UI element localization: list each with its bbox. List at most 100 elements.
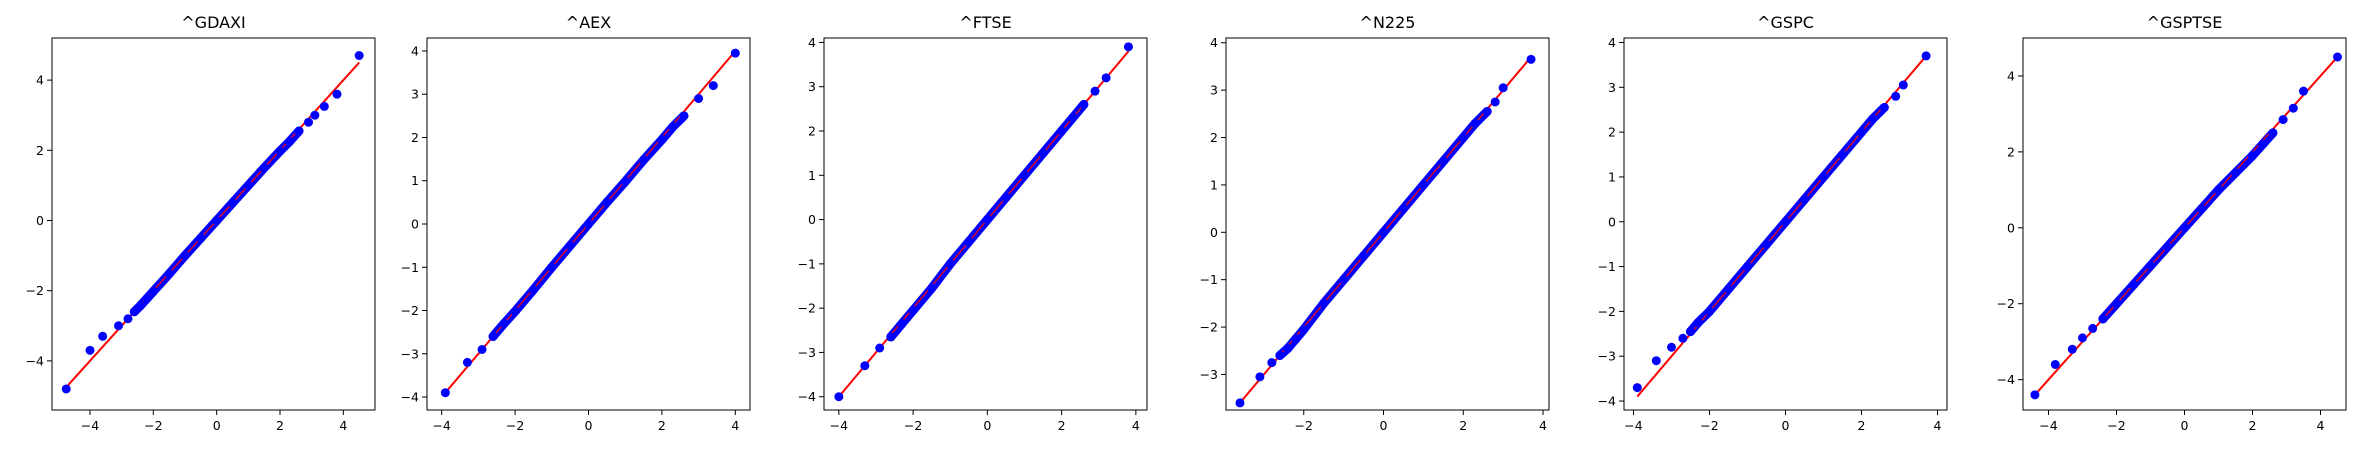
qq-panel: −4 −2 0 2 4 −4 −3 −2 −1 0 1 2 3 4 ^GSPC <box>1598 13 1948 433</box>
y-tick-label: −4 <box>401 390 419 405</box>
data-point <box>547 262 557 272</box>
data-point <box>565 241 575 251</box>
y-tick-label: −4 <box>798 389 816 404</box>
y-tick-label: 4 <box>808 35 816 50</box>
y-tick-label: −4 <box>1997 372 2015 387</box>
data-point <box>1705 306 1714 316</box>
y-tick-label: 0 <box>36 213 44 228</box>
data-point <box>1057 126 1067 136</box>
data-point <box>2050 359 2060 369</box>
data-point <box>1482 106 1492 116</box>
y-tick-label: 0 <box>2007 220 2015 235</box>
data-point <box>1470 118 1480 128</box>
data-point <box>136 300 146 310</box>
data-point <box>2248 151 2257 161</box>
y-tick-label: 3 <box>1210 83 1218 98</box>
x-tick-label: −2 <box>1700 418 1718 433</box>
y-tick-label: 4 <box>1608 35 1616 50</box>
data-point <box>1359 251 1369 261</box>
y-tick-label: 2 <box>2007 144 2015 159</box>
y-tick-label: 4 <box>2007 68 2015 83</box>
data-point <box>1283 343 1293 353</box>
data-point <box>2278 115 2288 125</box>
data-point <box>2299 86 2308 96</box>
data-point <box>2268 128 2278 138</box>
y-tick-label: 0 <box>1608 214 1616 229</box>
data-point <box>1891 91 1901 101</box>
data-point <box>180 251 190 261</box>
data-point <box>2088 323 2098 333</box>
qq-panel: −4 −2 0 2 4 −4 −3 −2 −1 0 1 2 3 4 ^FTSE <box>798 13 1148 433</box>
data-point <box>1857 127 1866 137</box>
y-tick-label: −2 <box>1598 304 1616 319</box>
y-tick-label: 4 <box>1210 35 1218 50</box>
data-point <box>1724 284 1733 294</box>
data-point <box>1678 333 1688 343</box>
x-tick-label: 0 <box>585 418 593 433</box>
x-tick-label: −4 <box>432 418 450 433</box>
x-tick-label: 2 <box>2249 418 2257 433</box>
y-tick-label: −4 <box>26 353 44 368</box>
data-point <box>2288 103 2298 113</box>
y-tick-label: −4 <box>1598 394 1616 409</box>
data-point <box>1299 324 1309 334</box>
x-tick-label: 4 <box>1132 418 1140 433</box>
y-tick-label: 1 <box>808 168 816 183</box>
data-point <box>1686 327 1695 337</box>
data-point <box>510 306 520 316</box>
y-tick-label: 0 <box>411 217 419 232</box>
y-tick-label: −2 <box>1200 320 1218 335</box>
data-point <box>440 388 450 398</box>
data-point <box>875 343 885 353</box>
chart-title: ^GSPC <box>1757 13 1814 32</box>
data-point <box>1255 372 1265 382</box>
chart-title: ^N225 <box>1360 13 1416 32</box>
data-point <box>1235 398 1245 408</box>
y-tick-label: 0 <box>1210 225 1218 240</box>
data-point <box>2146 261 2155 271</box>
data-point <box>2231 168 2240 178</box>
data-point <box>639 155 649 165</box>
data-point <box>2078 333 2087 343</box>
data-point <box>1651 356 1661 366</box>
y-tick-label: 2 <box>1210 130 1218 145</box>
data-point <box>620 177 630 187</box>
data-point <box>2163 242 2172 252</box>
data-point <box>602 197 612 207</box>
x-tick-label: −2 <box>506 418 524 433</box>
y-tick-label: −2 <box>1997 296 2015 311</box>
data-point <box>1068 113 1078 123</box>
data-point <box>1693 318 1703 328</box>
y-tick-label: 0 <box>808 212 816 227</box>
y-tick-label: 2 <box>36 143 44 158</box>
data-point <box>164 269 174 279</box>
axes-frame <box>1225 37 1550 411</box>
data-point <box>2129 280 2138 290</box>
data-point <box>114 321 123 331</box>
x-tick-label: 0 <box>1782 418 1790 433</box>
data-point <box>148 286 158 296</box>
x-tick-label: 4 <box>1539 418 1547 433</box>
axes-frame <box>823 37 1148 411</box>
x-tick-label: 2 <box>276 418 284 433</box>
data-point <box>285 137 294 147</box>
data-point <box>1526 54 1536 64</box>
data-point <box>834 392 844 402</box>
x-tick-label: −2 <box>2107 418 2125 433</box>
data-point <box>2258 139 2268 149</box>
y-tick-label: −2 <box>401 303 419 318</box>
data-point <box>1458 133 1468 143</box>
y-tick-label: 3 <box>1608 80 1616 95</box>
data-point <box>1001 192 1011 202</box>
data-point <box>1038 148 1048 158</box>
x-tick-label: −2 <box>904 418 922 433</box>
data-point <box>462 357 472 367</box>
data-point <box>310 110 320 120</box>
data-point <box>1667 342 1676 352</box>
x-tick-label: −4 <box>830 418 848 433</box>
data-point <box>1921 51 1931 61</box>
data-point <box>860 361 870 371</box>
data-point <box>2333 52 2342 62</box>
